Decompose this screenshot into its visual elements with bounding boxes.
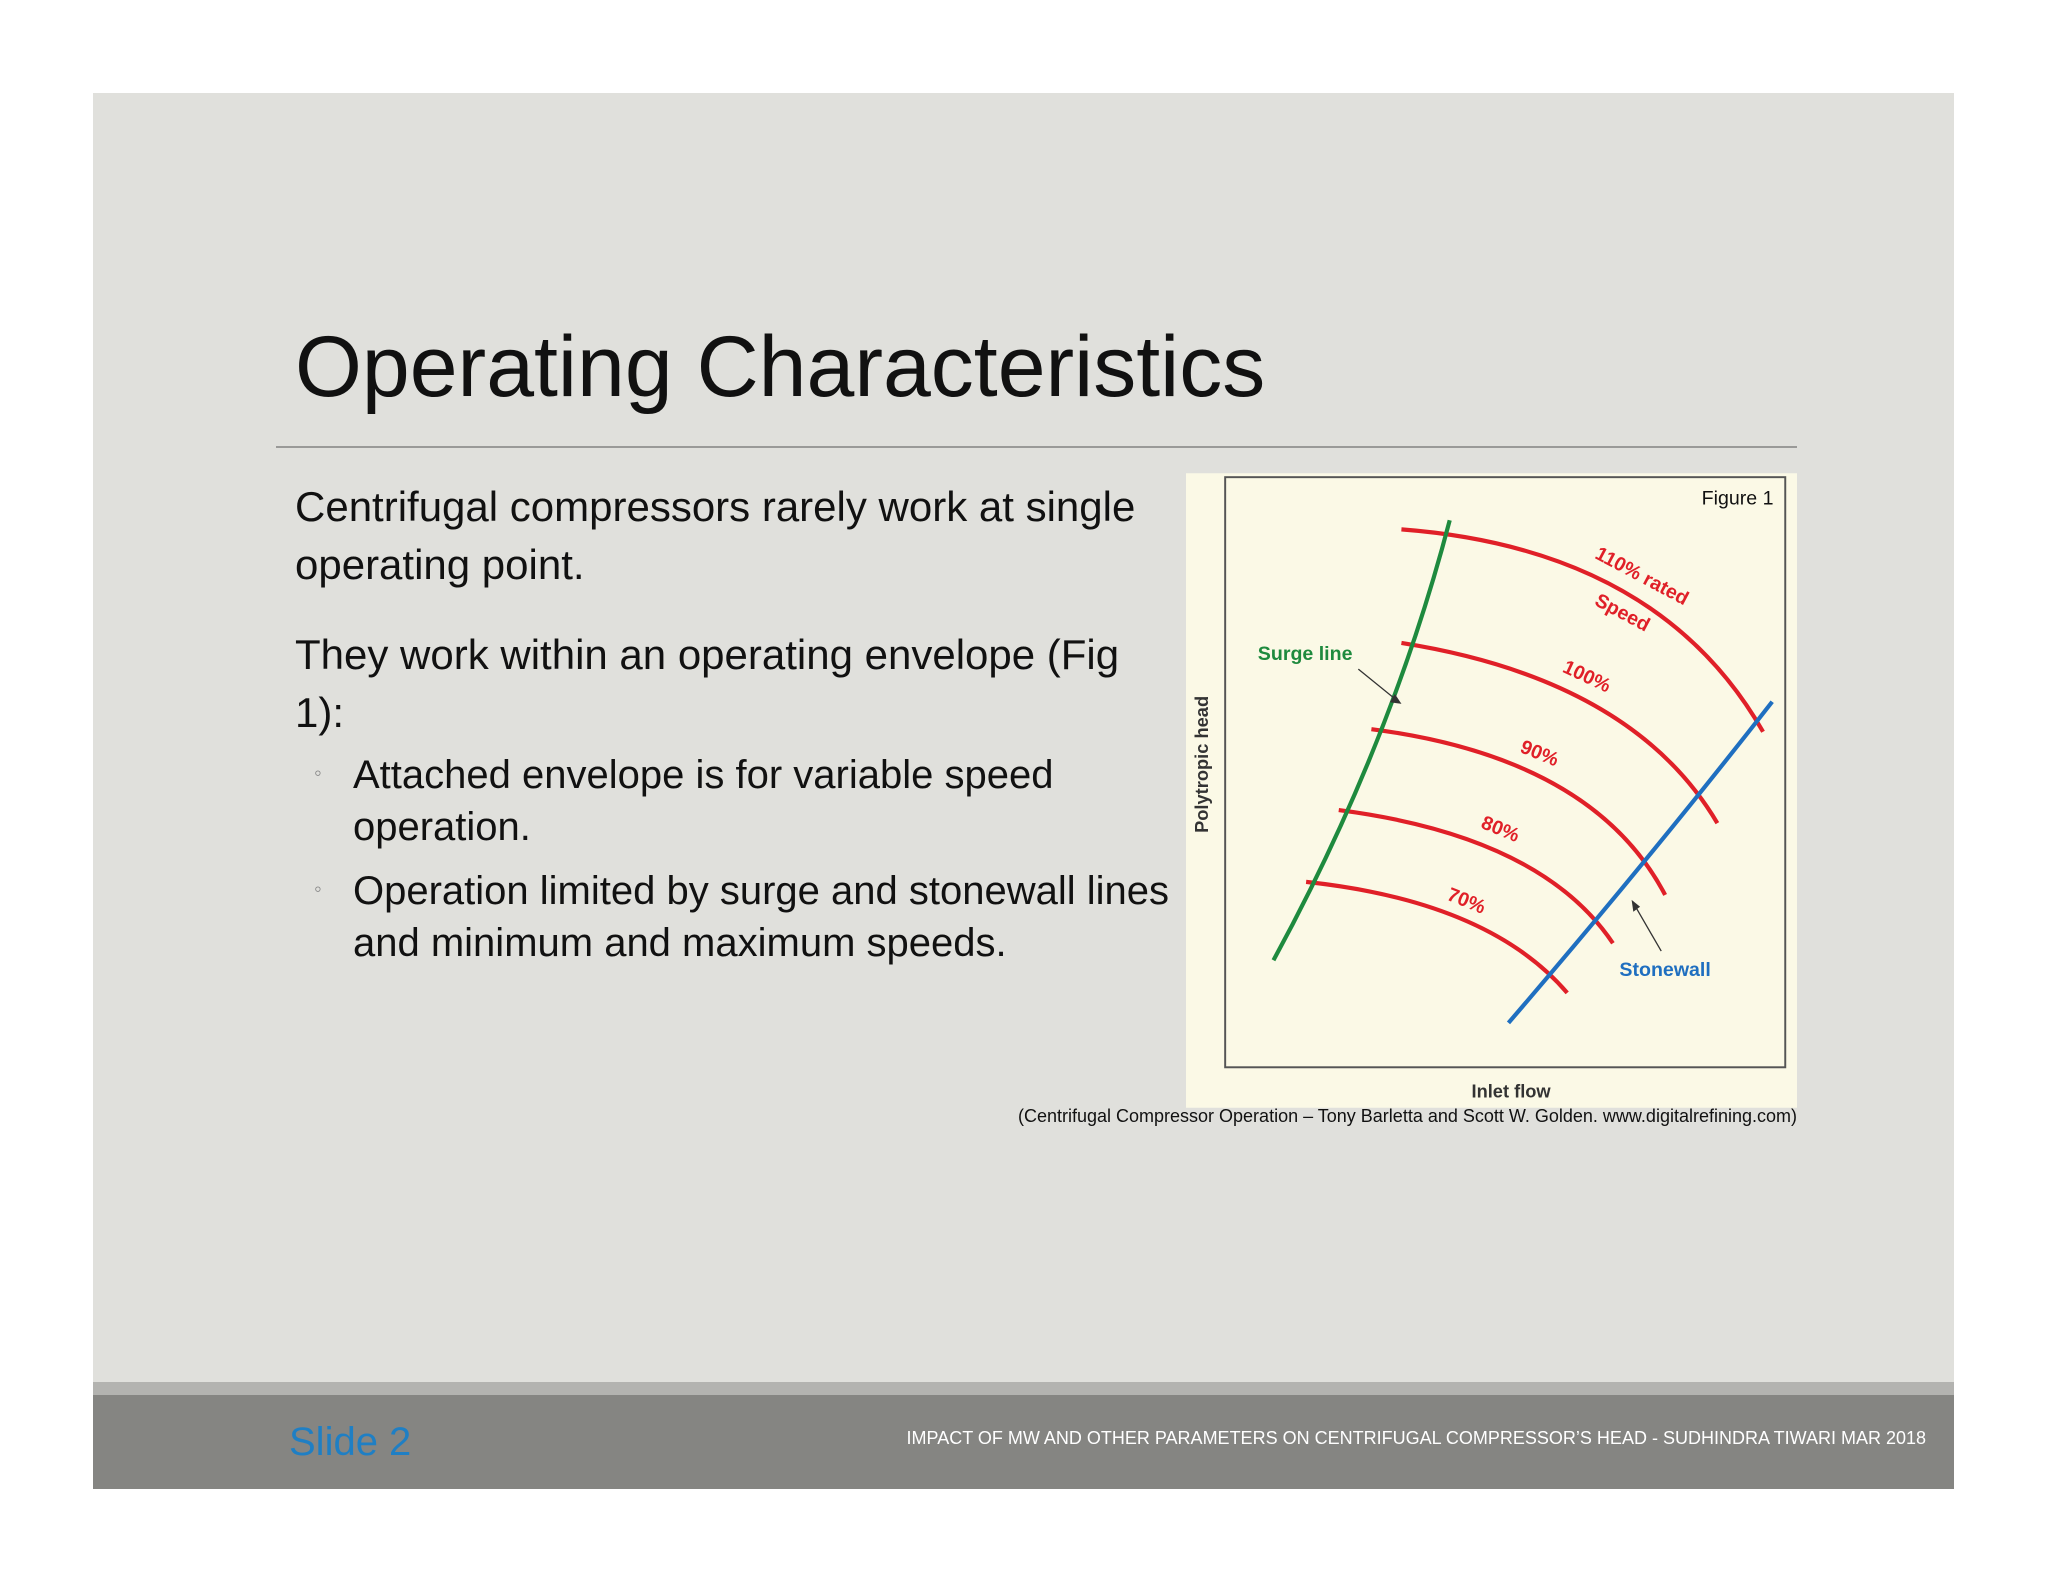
bullet-marker: ◦ (314, 876, 322, 901)
slide-title: Operating Characteristics (295, 319, 1266, 415)
paragraph: They work within an operating envelope (… (295, 631, 1120, 736)
x-axis-label: Inlet flow (1472, 1080, 1552, 1101)
figure-label: Figure 1 (1702, 488, 1774, 510)
bullet-text: Operation limited by surge and stonewall… (353, 869, 1169, 965)
slide-number: Slide 2 (289, 1420, 412, 1464)
footer-band (93, 1395, 1954, 1489)
arrowhead (1389, 693, 1402, 704)
surge-curve (1271, 519, 1452, 962)
citation: (Centrifugal Compressor Operation – Tony… (1017, 1106, 1797, 1126)
figure-background (1186, 473, 1797, 1108)
speed-curve (1305, 879, 1569, 995)
arrows (1357, 668, 1662, 952)
bullet-marker: ◦ (314, 760, 322, 785)
footer-text: IMPACT OF MW AND OTHER PARAMETERS ON CEN… (906, 1428, 1926, 1448)
stonewall-curve (1506, 700, 1774, 1025)
surge-label: Surge line (1258, 643, 1353, 665)
arrowhead (1631, 899, 1641, 912)
y-axis-label: Polytropic head (1191, 696, 1212, 833)
arrow (1631, 901, 1662, 952)
figure-frame (1224, 476, 1787, 1069)
bullet-text: Attached envelope is for variable speed … (353, 753, 1054, 849)
paragraph: Centrifugal compressors rarely work at s… (295, 483, 1136, 588)
footer-stripe (93, 1382, 1954, 1396)
title-rule (276, 446, 1797, 448)
stonewall-label: Stonewall (1619, 959, 1710, 981)
speed-curve (1401, 527, 1765, 733)
speed-curve (1401, 640, 1720, 825)
speed-curve (1338, 808, 1615, 945)
figure: Figure 1 Surge line Stonewall Polytropic… (1186, 473, 1797, 1108)
